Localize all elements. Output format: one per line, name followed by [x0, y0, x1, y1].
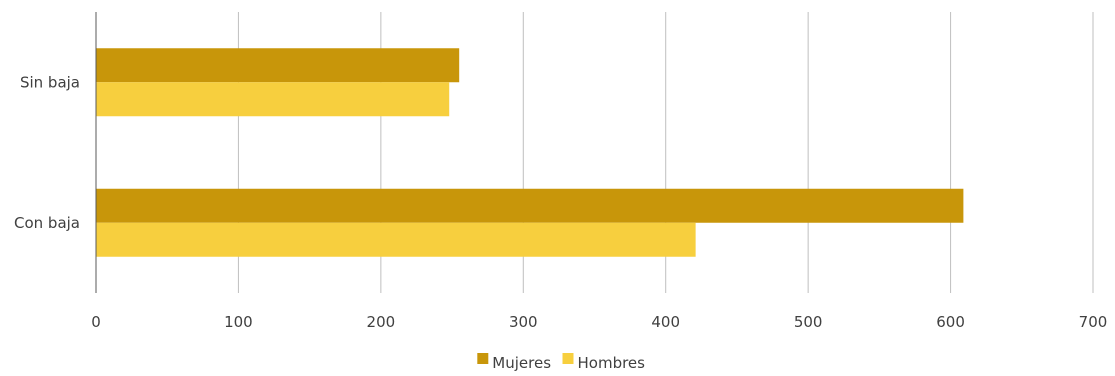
bar-mujeres-1	[96, 48, 460, 83]
legend-swatch-hombres	[562, 353, 574, 364]
x-tick-label: 0	[91, 313, 101, 331]
x-tick-label: 400	[651, 313, 680, 331]
x-tick-label: 500	[794, 313, 823, 331]
bar-hombres-2	[96, 222, 696, 257]
category-label: Sin baja	[20, 73, 80, 91]
bar-mujeres-2	[96, 188, 964, 223]
x-tick-label: 100	[224, 313, 253, 331]
x-tick-labels: 0 100 200 300 400 500 600 700	[91, 313, 1107, 331]
category-labels: Sin baja Con baja	[14, 73, 80, 232]
x-tick-label: 700	[1079, 313, 1108, 331]
legend: Mujeres Hombres	[477, 353, 645, 372]
legend-swatch-mujeres	[477, 353, 489, 364]
bar-hombres-1	[96, 82, 450, 117]
legend-label-mujeres: Mujeres	[492, 354, 551, 372]
x-tick-label: 200	[367, 313, 396, 331]
x-tick-label: 600	[936, 313, 965, 331]
x-tick-label: 300	[509, 313, 538, 331]
legend-label-hombres: Hombres	[578, 354, 646, 372]
category-label: Con baja	[14, 214, 80, 232]
bars	[96, 48, 964, 257]
